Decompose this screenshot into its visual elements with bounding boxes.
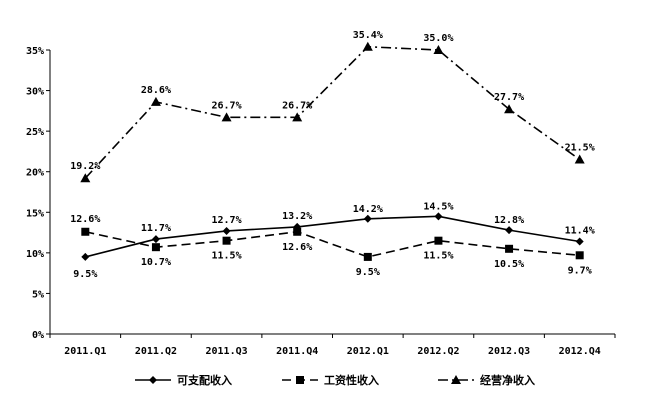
data-label: 9.5% [356,267,380,278]
data-point [575,237,584,246]
series-line-1 [85,215,580,258]
data-point [434,212,443,221]
data-label: 28.6% [141,85,171,96]
data-point [505,244,514,253]
data-label: 10.5% [494,259,524,270]
series-line-2 [85,230,580,258]
data-label: 26.7% [212,100,242,111]
y-tick-label: 30% [26,87,44,98]
data-label: 9.5% [73,269,97,280]
data-point [505,226,514,235]
data-label: 26.7% [282,100,312,111]
legend-marker [149,376,157,384]
data-point [363,214,372,223]
data-label: 11.4% [565,225,595,236]
axes: 0% 5% 10% 15% 20% 25% 30% 35% 2011.Q1 2011.Q2 2011… [26,46,616,357]
data-point [151,235,160,244]
data-point [150,96,161,106]
data-label: 21.5% [565,143,595,154]
x-tick-label: 2012.Q1 [347,346,389,357]
legend-label: 工资性收入 [324,373,379,387]
data-label: 11.5% [423,251,453,262]
data-point [504,104,515,114]
data-label: 14.2% [353,204,383,215]
y-tick-label: 35% [26,46,44,57]
data-label: 11.7% [141,223,171,234]
data-point [293,227,302,236]
legend: 可支配收入 工资性收入 经营净收入 [135,373,535,387]
data-point [222,226,231,235]
data-label: 19.2% [70,161,100,172]
data-point [575,251,584,260]
legend-marker [451,375,461,384]
data-point [363,252,372,261]
data-label: 12.6% [282,242,312,253]
series-lines [80,41,585,261]
data-label: 12.8% [494,215,524,226]
x-tick-label: 2012.Q2 [417,346,459,357]
data-label: 13.2% [282,211,312,222]
data-label: 10.7% [141,257,171,268]
data-point [433,45,444,54]
legend-marker [296,376,304,384]
data-label: 12.6% [70,214,100,225]
data-point [292,112,303,122]
x-tick-label: 2011.Q3 [205,346,247,357]
data-point [362,41,373,51]
data-point [81,252,90,261]
x-tick-label: 2012.Q3 [488,346,530,357]
data-label: 12.7% [212,215,242,226]
data-label: 11.5% [212,251,242,262]
data-point [574,154,585,164]
y-tick-label: 5% [32,289,44,300]
data-label: 14.5% [423,201,453,212]
legend-label: 可支配收入 [177,373,232,387]
data-point [222,236,231,245]
data-labels: 9.5% 11.7% 12.7% 13.2% 14.2% 14.5% 12.8% 11.4% 1… [70,30,594,280]
data-point [80,173,91,183]
x-tick-label: 2011.Q1 [64,346,106,357]
data-label: 35.0% [423,33,453,44]
data-point [151,243,160,252]
x-tick-label: 2012.Q4 [559,346,601,357]
x-tick-label: 2011.Q2 [135,346,177,357]
legend-label: 经营净收入 [480,373,535,387]
data-point [434,236,443,245]
x-tick-label: 2011.Q4 [276,346,318,357]
series-line-3 [84,45,581,179]
y-tick-label: 20% [26,168,44,179]
y-tick-label: 0% [32,330,44,341]
y-tick-label: 10% [26,249,44,260]
y-tick-label: 15% [26,208,44,219]
data-label: 27.7% [494,92,524,103]
data-label: 35.4% [353,30,383,41]
data-label: 9.7% [568,265,592,276]
data-point [221,112,232,122]
data-point [81,227,90,236]
y-tick-label: 25% [26,127,44,138]
